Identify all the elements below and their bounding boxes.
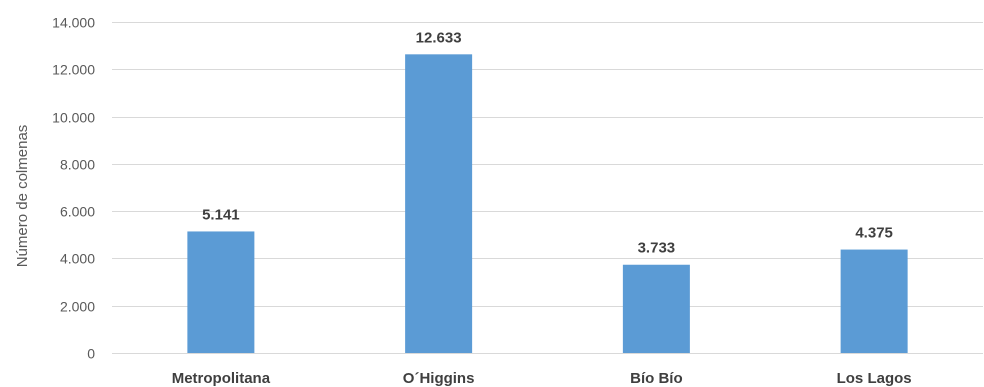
y-tick-label: 14.000 xyxy=(52,15,95,31)
grid-lines xyxy=(112,22,983,354)
y-tick-label: 12.000 xyxy=(52,62,95,78)
bar xyxy=(622,264,690,353)
x-axis-categories: Metropolitana O´Higgins Bío Bío Los Lagos xyxy=(172,370,912,387)
y-axis-label: Número de colmenas xyxy=(14,125,31,268)
x-tick-label: O´Higgins xyxy=(403,370,475,387)
x-tick-label: Metropolitana xyxy=(172,370,271,387)
bars xyxy=(187,54,908,353)
y-tick-label: 8.000 xyxy=(60,157,95,173)
bar xyxy=(840,249,908,353)
bar xyxy=(405,54,473,353)
x-tick-label: Bío Bío xyxy=(630,370,683,387)
bar xyxy=(187,231,255,353)
data-labels: 5.141 12.633 3.733 4.375 xyxy=(202,29,893,256)
data-label: 3.733 xyxy=(638,240,676,257)
y-tick-label: 6.000 xyxy=(60,204,95,220)
y-tick-label: 10.000 xyxy=(52,110,95,126)
y-axis-ticks: 0 2.000 4.000 6.000 8.000 10.000 12.000 14.000 xyxy=(52,15,95,362)
data-label: 12.633 xyxy=(416,29,462,46)
x-tick-label: Los Lagos xyxy=(837,370,912,387)
data-label: 4.375 xyxy=(855,225,893,242)
y-tick-label: 2.000 xyxy=(60,299,95,315)
y-tick-label: 0 xyxy=(87,346,95,362)
y-tick-label: 4.000 xyxy=(60,251,95,267)
data-label: 5.141 xyxy=(202,206,240,223)
